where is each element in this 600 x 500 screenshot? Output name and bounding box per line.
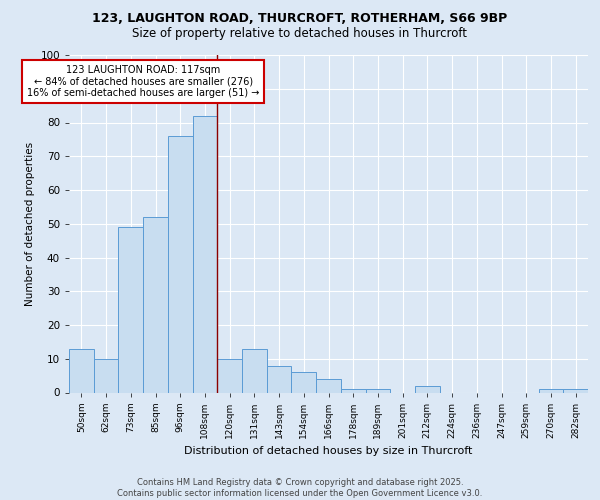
- Bar: [143, 217, 168, 392]
- Bar: [118, 227, 143, 392]
- Text: 123, LAUGHTON ROAD, THURCROFT, ROTHERHAM, S66 9BP: 123, LAUGHTON ROAD, THURCROFT, ROTHERHAM…: [92, 12, 508, 26]
- Bar: [316, 379, 341, 392]
- Bar: [94, 359, 118, 392]
- Bar: [168, 136, 193, 392]
- Bar: [292, 372, 316, 392]
- Bar: [193, 116, 217, 392]
- Y-axis label: Number of detached properties: Number of detached properties: [25, 142, 35, 306]
- X-axis label: Distribution of detached houses by size in Thurcroft: Distribution of detached houses by size …: [184, 446, 473, 456]
- Bar: [365, 389, 390, 392]
- Text: 123 LAUGHTON ROAD: 117sqm
← 84% of detached houses are smaller (276)
16% of semi: 123 LAUGHTON ROAD: 117sqm ← 84% of detac…: [27, 65, 259, 98]
- Bar: [563, 389, 588, 392]
- Bar: [341, 389, 365, 392]
- Text: Contains HM Land Registry data © Crown copyright and database right 2025.
Contai: Contains HM Land Registry data © Crown c…: [118, 478, 482, 498]
- Bar: [242, 348, 267, 393]
- Bar: [217, 359, 242, 392]
- Bar: [267, 366, 292, 392]
- Bar: [539, 389, 563, 392]
- Bar: [69, 348, 94, 393]
- Text: Size of property relative to detached houses in Thurcroft: Size of property relative to detached ho…: [133, 28, 467, 40]
- Bar: [415, 386, 440, 392]
